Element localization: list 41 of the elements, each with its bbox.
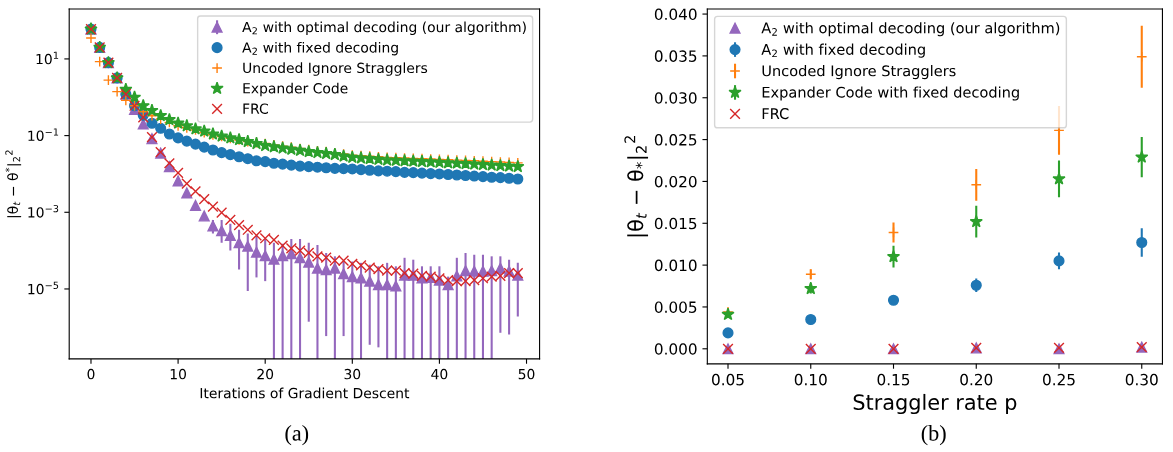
y-tick-label: 0.000: [654, 343, 697, 355]
x-axis-title: Straggler rate p: [853, 393, 1017, 415]
x-tick-label: 50: [518, 368, 535, 380]
text: (a): [285, 425, 309, 446]
y-tick-label: 0.030: [654, 92, 697, 104]
x-tick-label: 0.30: [1125, 373, 1158, 386]
y-tick-label: 0.035: [654, 50, 697, 62]
y-tick-label: 10$^{−1}$: [28, 128, 59, 141]
x-tick-label: 0.20: [960, 373, 993, 386]
x-tick-label: 0.05: [712, 373, 744, 386]
x-tick-label: 40: [431, 368, 448, 380]
y-tick-label: 0.040: [654, 8, 697, 21]
y-tick-label: 0.025: [654, 134, 697, 146]
x-tick-label: 0: [87, 368, 95, 380]
x-tick-label: 10: [170, 368, 186, 380]
x-tick-label: 20: [257, 368, 274, 380]
x-tick-label: 0.10: [794, 373, 827, 386]
legend-label: Expander Code: [243, 82, 348, 97]
legend-label: Expander Code with fixed decoding: [762, 86, 1019, 101]
x-axis-title: Iterations of Gradient Descent: [200, 387, 410, 399]
y-axis-title: |θ$_{t}$ − θ$_{*}$|$_{2}$$^{2}$: [624, 136, 649, 237]
legend-label: A$_{2}$ with optimal decoding (our algorithm): [242, 21, 526, 35]
x-tick-label: 30: [344, 368, 361, 380]
y-tick-label: 0.015: [654, 217, 697, 230]
y-tick-label: 10$^{−3}$: [28, 204, 59, 218]
y-tick-label: 10$^{1}$: [36, 51, 59, 65]
x-tick-label: 0.15: [877, 373, 910, 386]
legend-label: FRC: [243, 103, 268, 114]
legend-label: FRC: [762, 108, 789, 120]
legend-label: A$_{2}$ with optimal decoding (our algorithm): [761, 22, 1060, 37]
y-tick-label: 10$^{−5}$: [28, 281, 59, 295]
legend-label: A$_{2}$ with fixed decoding: [242, 41, 398, 56]
legend-label: Uncoded Ignore Stragglers: [762, 65, 956, 80]
legend-label: Uncoded Ignore Stragglers: [243, 62, 428, 76]
x-tick-label: 0.25: [1043, 373, 1075, 386]
y-tick-label: 0.005: [654, 301, 697, 313]
text: (b): [921, 425, 946, 446]
y-axis-title: |θ$_{t}$ − θ$^{*}$|$_{2}$$^{2}$: [5, 150, 22, 218]
y-tick-label: 0.020: [654, 175, 697, 188]
y-tick-label: 0.010: [654, 259, 697, 272]
legend-label: A$_{2}$ with fixed decoding: [761, 43, 925, 58]
